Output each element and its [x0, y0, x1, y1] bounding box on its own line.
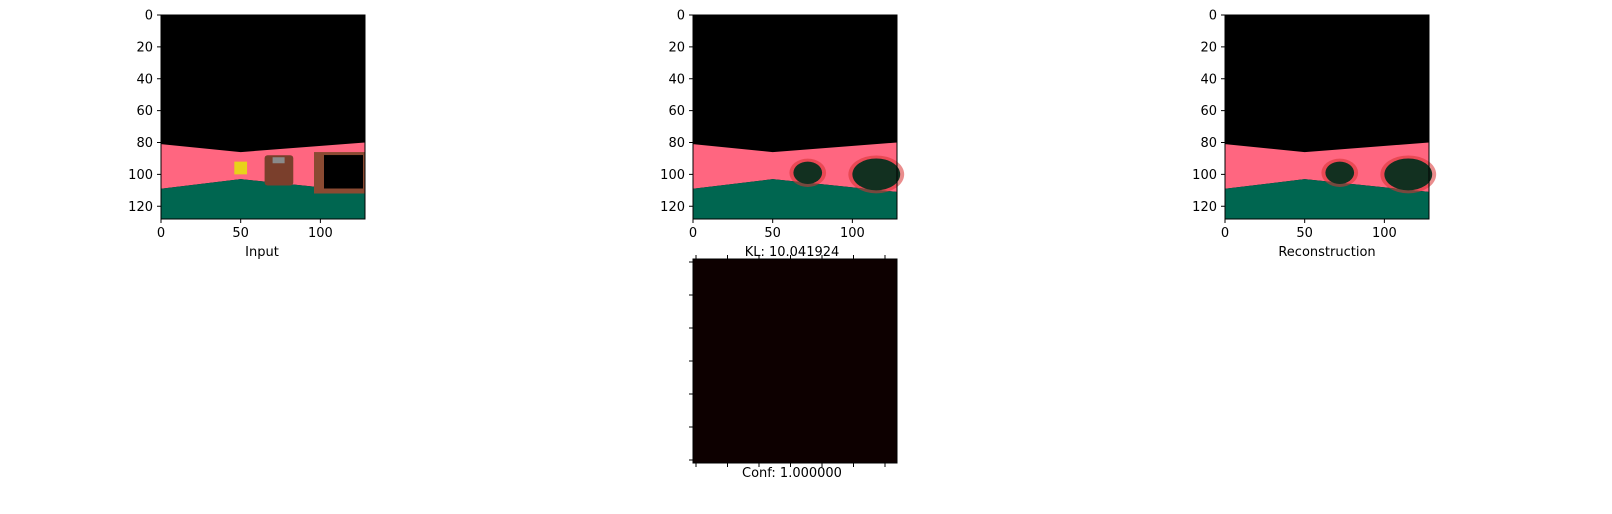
input-xtick-label: 0 [157, 226, 165, 241]
reconstruction-frame [1224, 14, 1430, 220]
input-frame [160, 14, 366, 220]
reconstruction-ytick-label: 40 [1200, 72, 1217, 87]
input-caption: Input [245, 245, 279, 260]
input-ytick-label: 80 [136, 136, 153, 151]
latent-ytick-label: 60 [668, 104, 685, 119]
reconstruction-ytick-label: 60 [1200, 104, 1217, 119]
input-ytick-label: 100 [128, 168, 153, 183]
input-ytick-label: 20 [136, 40, 153, 55]
reconstruction-ytick-label: 80 [1200, 136, 1217, 151]
reconstruction-blob-0 [1325, 161, 1355, 184]
latent-xtick-label: 50 [764, 226, 781, 241]
reconstruction-ytick-label: 20 [1200, 40, 1217, 55]
input-xtick-label: 50 [232, 226, 249, 241]
input-panel: 0 50 100 0 20 40 60 80 100 120 [128, 9, 366, 241]
latent-ytick-label: 0 [677, 9, 685, 24]
reconstruction-floor [1225, 179, 1429, 219]
input-pickup [234, 161, 248, 175]
reconstruction-xtick-label: 0 [1221, 226, 1229, 241]
latent-ytick-label: 20 [668, 40, 685, 55]
latent-frame [692, 14, 898, 220]
latent-blob-0 [793, 161, 823, 184]
input-tv-screen [324, 155, 363, 189]
latent-floor [693, 179, 897, 219]
latent-ytick-label: 80 [668, 136, 685, 151]
reconstruction-xtick-label: 50 [1296, 226, 1313, 241]
input-ytick-label: 0 [145, 9, 153, 24]
input-crate-top [272, 157, 285, 164]
reconstruction-caption: Reconstruction [1278, 245, 1376, 260]
conf-caption: Conf: 1.000000 [742, 466, 842, 481]
input-ytick-label: 40 [136, 72, 153, 87]
latent-blob-1 [852, 158, 901, 191]
latent-ytick-label: 40 [668, 72, 685, 87]
reconstruction-panel: 0 50 100 0 20 40 60 80 100 120 [1192, 9, 1437, 241]
input-crate [264, 155, 294, 186]
input-xtick-label: 100 [308, 226, 333, 241]
reconstruction-xtick-label: 100 [1372, 226, 1397, 241]
reconstruction-ytick-label: 120 [1192, 200, 1217, 215]
latent-ytick-label: 100 [660, 168, 685, 183]
latent-panel: 0 50 100 0 20 40 60 80 100 120 [660, 9, 905, 241]
reconstruction-blob-1 [1384, 158, 1433, 191]
latent-xtick-label: 100 [840, 226, 865, 241]
latent-xtick-label: 0 [689, 226, 697, 241]
confidence-panel [689, 255, 898, 467]
kl-caption: KL: 10.041924 [744, 245, 840, 260]
latent-ytick-label: 120 [660, 200, 685, 215]
confidence-cell [693, 259, 897, 463]
input-ytick-label: 120 [128, 200, 153, 215]
reconstruction-ytick-label: 0 [1209, 9, 1217, 24]
reconstruction-ytick-label: 100 [1192, 168, 1217, 183]
input-ytick-label: 60 [136, 104, 153, 119]
